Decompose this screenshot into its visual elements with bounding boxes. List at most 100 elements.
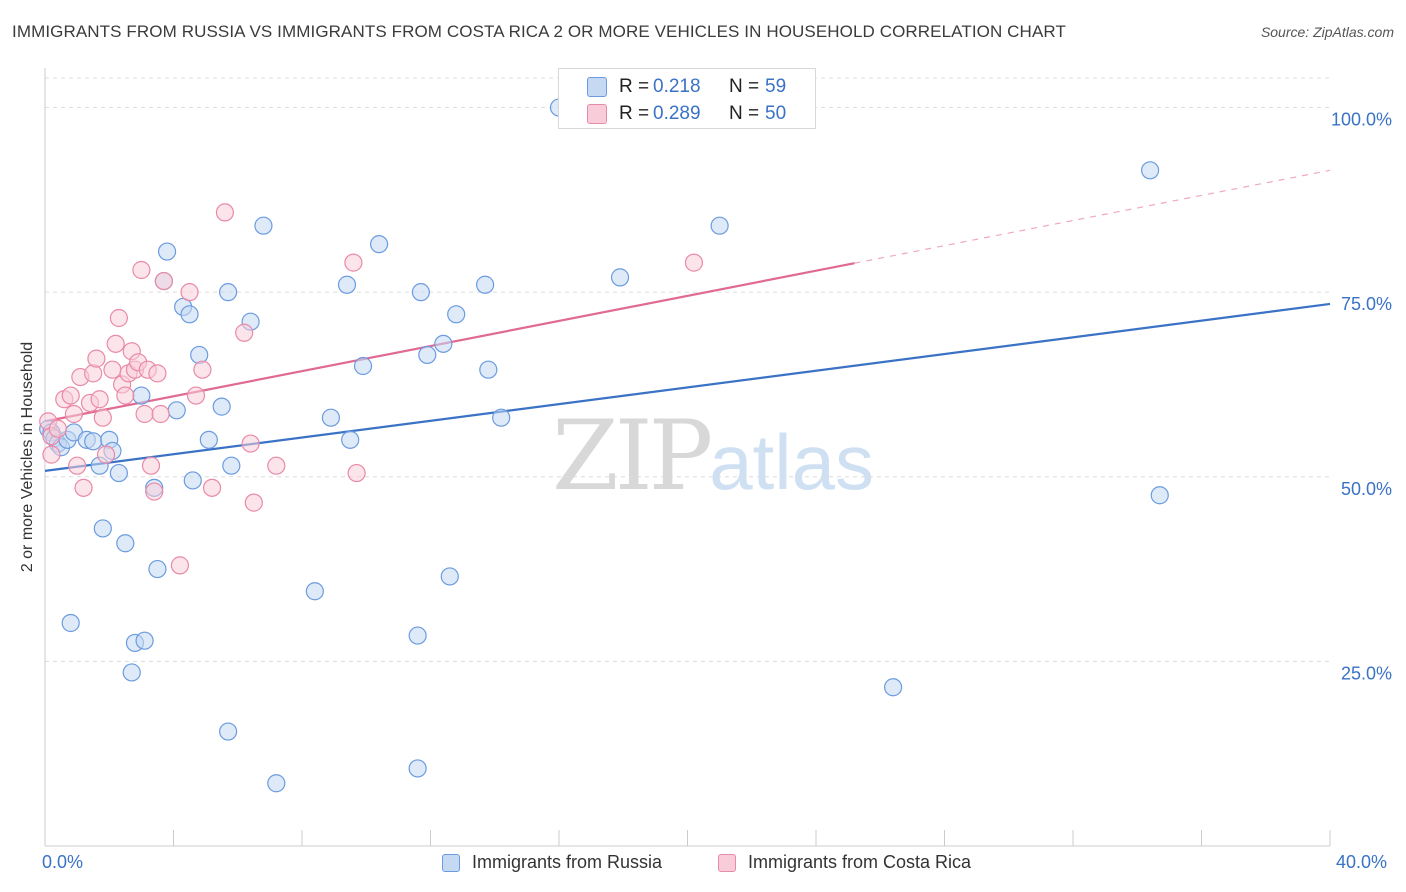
legend-item-russia[interactable]: Immigrants from Russia: [442, 852, 662, 873]
costa-rica-point: [116, 386, 135, 405]
costa-rica-point: [61, 386, 80, 405]
y-tick-label: 50.0%: [1341, 479, 1392, 499]
russia-point: [440, 567, 459, 586]
costa-rica-point: [135, 404, 154, 424]
costa-rica-point: [347, 463, 366, 483]
russia-point: [84, 432, 103, 451]
costa-rica-point: [180, 283, 199, 302]
r-value: 0.218: [653, 76, 701, 97]
russia-point: [222, 456, 241, 475]
costa-rica-trend-line-extension: [854, 169, 1331, 264]
costa-rica-point: [109, 308, 128, 328]
costa-rica-point: [93, 408, 112, 427]
y-axis-label: 2 or more Vehicles in Household: [19, 341, 36, 573]
legend-item-costa-rica[interactable]: Immigrants from Costa Rica: [718, 852, 971, 873]
y-tick-label: 100.0%: [1331, 110, 1392, 130]
costa-rica-point: [48, 419, 67, 438]
costa-rica-point: [193, 360, 212, 379]
chart-title: IMMIGRANTS FROM RUSSIA VS IMMIGRANTS FRO…: [12, 22, 1066, 41]
costa-rica-point: [141, 456, 161, 475]
source-label: Source: ZipAtlas.com: [1260, 24, 1394, 40]
y-tick-label: 75.0%: [1341, 294, 1392, 314]
data-points: [39, 98, 1169, 793]
bottom-legend: Immigrants from Russia Immigrants from C…: [0, 852, 1406, 876]
costa-rica-point: [64, 404, 84, 424]
russia-point: [479, 360, 498, 379]
russia-point: [408, 759, 427, 778]
russia-point: [370, 235, 389, 254]
y-tick-labels: 25.0% 50.0% 75.0% 100.0%: [1331, 110, 1392, 684]
russia-point: [122, 663, 141, 682]
n-label: N =: [729, 76, 760, 97]
russia-point: [447, 305, 466, 324]
russia-point: [180, 305, 199, 324]
russia-point: [341, 430, 360, 449]
trend-lines: [44, 169, 1331, 472]
russia-point: [492, 408, 511, 427]
russia-point: [434, 334, 453, 353]
russia-point: [93, 519, 112, 538]
russia-point: [254, 216, 273, 235]
r-label: R =: [619, 103, 650, 124]
r-value: 0.289: [653, 103, 701, 124]
n-value: 59: [765, 76, 787, 97]
legend-label-costa-rica: Immigrants from Costa Rica: [748, 852, 972, 872]
russia-point: [710, 216, 729, 235]
russia-point: [321, 408, 341, 427]
costa-rica-point: [87, 349, 106, 368]
russia-point: [337, 275, 357, 294]
costa-rica-point: [74, 478, 93, 497]
russia-point: [148, 559, 167, 579]
russia-point: [157, 242, 177, 261]
russia-point: [1140, 161, 1160, 180]
russia-point: [167, 401, 186, 420]
russia-point: [219, 722, 238, 741]
russia-point: [219, 283, 238, 302]
n-label: N =: [729, 103, 760, 124]
russia-point: [61, 613, 80, 633]
costa-rica-point: [267, 456, 286, 475]
costa-rica-point: [154, 271, 173, 291]
costa-rica-point: [96, 445, 116, 464]
russia-point: [408, 626, 427, 645]
russia-point: [135, 631, 154, 650]
costa-rica-point: [215, 203, 234, 222]
costa-rica-point: [145, 482, 164, 501]
stats-legend: R = 0.218 N = 59 R = 0.289 N = 50: [558, 68, 816, 129]
costa-rica-point: [90, 390, 109, 409]
y-tick-label: 25.0%: [1341, 663, 1392, 683]
costa-rica-point: [132, 260, 151, 280]
russia-legend-swatch: [442, 853, 460, 872]
russia-point: [190, 345, 209, 365]
costa-rica-point: [244, 493, 263, 512]
costa-rica-point: [202, 478, 222, 497]
costa-rica-point: [241, 434, 260, 453]
russia-point: [199, 430, 218, 449]
costa-rica-swatch: [587, 104, 607, 124]
legend-label-russia: Immigrants from Russia: [472, 852, 663, 872]
russia-point: [476, 275, 495, 294]
x-tick-label-min: 0.0%: [42, 852, 84, 872]
costa-rica-point: [235, 323, 254, 342]
costa-rica-point: [151, 404, 170, 424]
grid-lines: [45, 77, 1330, 662]
costa-rica-point: [344, 253, 363, 272]
russia-point: [610, 268, 630, 287]
russia-point: [353, 356, 373, 376]
russia-point: [411, 283, 430, 302]
russia-point: [305, 582, 324, 601]
costa-rica-point: [103, 360, 122, 379]
costa-rica-point: [170, 556, 190, 575]
costa-rica-legend-swatch: [718, 853, 736, 872]
russia-swatch: [587, 77, 607, 97]
costa-rica-point: [84, 364, 103, 383]
russia-point: [212, 397, 231, 416]
costa-rica-point: [68, 456, 87, 475]
r-label: R =: [619, 76, 650, 97]
russia-point: [883, 678, 903, 697]
costa-rica-point: [148, 364, 167, 383]
russia-point: [132, 386, 151, 405]
costa-rica-point: [684, 253, 704, 272]
costa-rica-point: [106, 334, 125, 353]
